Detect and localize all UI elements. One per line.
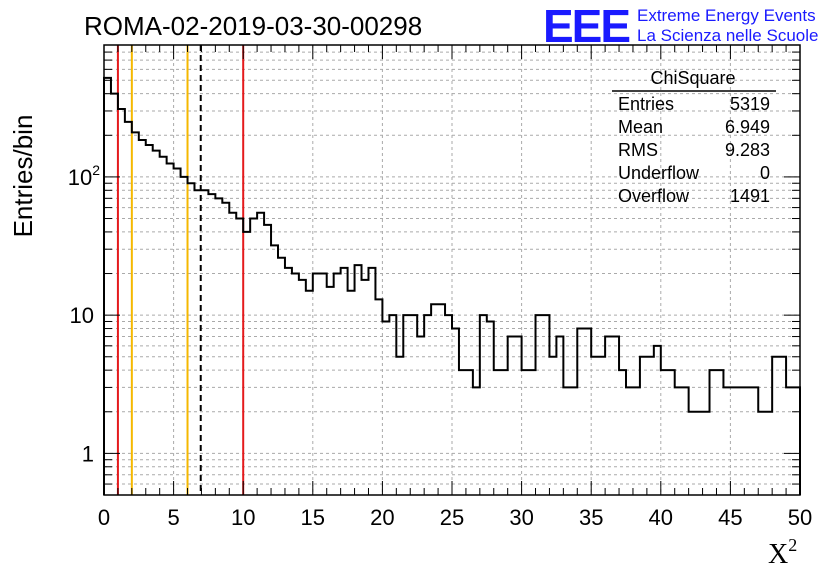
x-tick-label: 15 [301, 505, 325, 530]
stats-label: Mean [618, 117, 663, 137]
histogram-outline [103, 76, 801, 495]
stats-label: Overflow [618, 186, 690, 206]
x-tick-label: 5 [167, 505, 179, 530]
chart-title: ROMA-02-2019-03-30-00298 [84, 11, 422, 41]
eee-logo: EEE Extreme Energy Events La Scienza nel… [543, 0, 818, 52]
stats-value: 6.949 [725, 117, 770, 137]
x-tick-label: 45 [718, 505, 742, 530]
y-tick-label: 102 [68, 162, 100, 190]
x-tick-label: 10 [231, 505, 255, 530]
y-tick-label: 1 [82, 441, 94, 466]
stats-box: ChiSquare Entries 5319 Mean 6.949 RMS 9.283 Un… [612, 68, 776, 206]
logo-line1: Extreme Energy Events [637, 6, 816, 25]
logo-line2: La Scienza nelle Scuole [637, 26, 818, 45]
x-axis-label: X2 [768, 535, 797, 570]
stats-value: 9.283 [725, 140, 770, 160]
stats-label: Entries [618, 94, 674, 114]
stats-value: 0 [760, 163, 770, 183]
stats-label: RMS [618, 140, 658, 160]
x-tick-label: 35 [579, 505, 603, 530]
x-tick-label: 20 [370, 505, 394, 530]
y-axis-label: Entries/bin [8, 115, 38, 238]
axis-ticks [103, 44, 801, 496]
x-tick-label: 50 [788, 505, 812, 530]
marker-lines [116, 45, 245, 495]
x-tick-label: 0 [98, 505, 110, 530]
x-tick-labels: 0 5 10 15 20 25 30 35 40 45 50 [98, 505, 812, 530]
y-tick-labels: 1 10 102 [68, 162, 100, 466]
x-tick-label: 30 [509, 505, 533, 530]
stats-label: Underflow [618, 163, 700, 183]
x-tick-label: 25 [440, 505, 464, 530]
stats-value: 5319 [730, 94, 770, 114]
stats-name: ChiSquare [650, 68, 735, 88]
x-tick-label: 40 [649, 505, 673, 530]
y-tick-label: 10 [70, 303, 94, 328]
logo-mark: EEE [543, 0, 629, 52]
plot-area: 0 5 10 15 20 25 30 35 40 45 50 1 10 102 [68, 44, 812, 530]
stats-value: 1491 [730, 186, 770, 206]
grid [104, 44, 800, 496]
